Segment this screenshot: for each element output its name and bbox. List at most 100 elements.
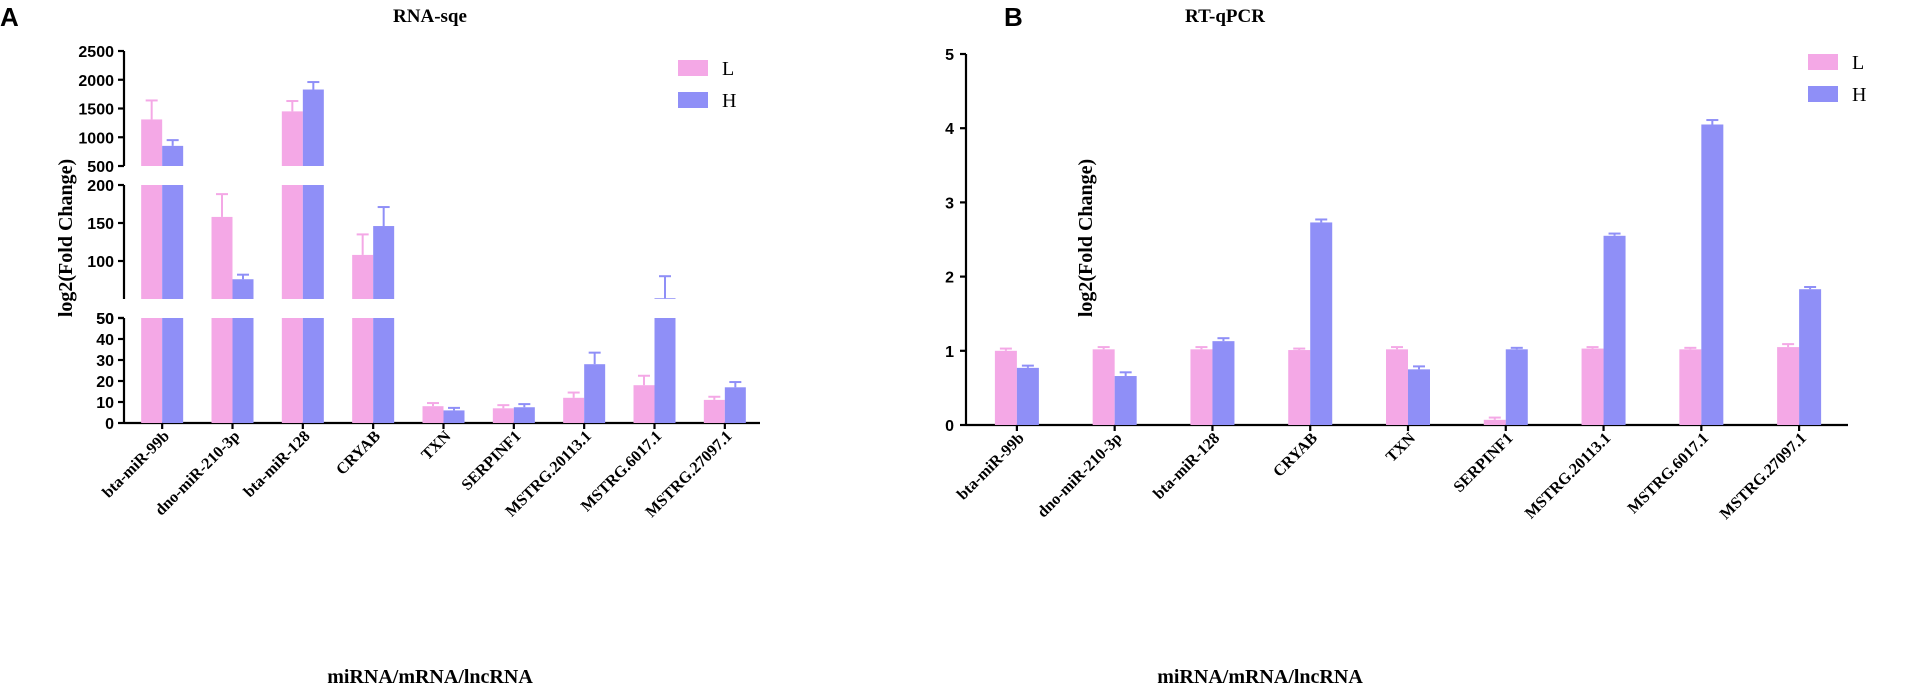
bar-l — [563, 397, 585, 423]
y-tick-label: 1000 — [78, 130, 114, 147]
legend-swatch-h — [1808, 86, 1838, 102]
x-tick-label: bta-miR-99b — [954, 430, 1028, 504]
y-tick-label: 20 — [96, 374, 114, 391]
legend-label: L — [722, 58, 734, 80]
bar-l — [1386, 349, 1408, 425]
x-tick-label: bta-miR-128 — [241, 428, 314, 501]
y-tick-label: 2500 — [78, 44, 114, 61]
legend-swatch-l — [1808, 54, 1838, 70]
x-tick-label: CRYAB — [333, 428, 384, 479]
bar-h — [302, 318, 324, 423]
bar-h — [373, 226, 395, 299]
bar-h — [232, 279, 254, 299]
bar-h — [1701, 124, 1724, 426]
bar-h — [162, 318, 184, 423]
bar-l — [141, 318, 163, 423]
bar-l — [1190, 349, 1213, 425]
bar-h — [162, 145, 184, 166]
legend-label: H — [722, 90, 736, 112]
bar-h — [162, 185, 184, 299]
bar-l — [422, 406, 444, 423]
chart-b-ylabel: log2(Fold Change) — [1075, 159, 1097, 317]
x-tick-label: TXN — [418, 427, 454, 463]
bar-l — [1777, 347, 1800, 425]
bar-l — [211, 318, 233, 423]
bar-l — [141, 119, 163, 166]
chart-a-xlabel: miRNA/mRNA/lncRNA — [327, 666, 533, 688]
bar-h — [654, 318, 676, 423]
bar-l — [633, 385, 655, 423]
bar-h — [1016, 367, 1039, 425]
bar-h — [302, 89, 324, 166]
bar-h — [513, 407, 535, 423]
y-tick-label: 0 — [945, 418, 954, 435]
y-tick-label: 200 — [87, 178, 114, 195]
x-tick-label: SERPINF1 — [1451, 430, 1517, 496]
y-tick-label: 150 — [87, 216, 114, 233]
chart-b-title: RT-qPCR — [1185, 6, 1265, 27]
x-tick-label: SERPINF1 — [459, 428, 525, 494]
bar-l — [1581, 348, 1604, 425]
legend-label: L — [1852, 52, 1864, 74]
legend-label: H — [1852, 84, 1866, 106]
bar-l — [352, 254, 374, 299]
bar-l — [281, 111, 303, 166]
bar-h — [1310, 222, 1333, 425]
y-tick-label: 100 — [87, 254, 114, 271]
bar-h — [232, 318, 254, 423]
legend-swatch-h — [678, 92, 708, 108]
y-tick-label: 1 — [945, 344, 954, 361]
y-tick-label: 5 — [945, 47, 954, 64]
chart-a-title: RNA-sqe — [393, 6, 467, 27]
x-tick-label: CRYAB — [1270, 430, 1321, 481]
y-tick-label: 500 — [87, 159, 114, 176]
bar-l — [1092, 349, 1115, 425]
y-tick-label: 2000 — [78, 73, 114, 90]
bar-l — [703, 399, 725, 423]
x-tick-label: bta-miR-128 — [1150, 430, 1223, 503]
bar-h — [654, 298, 676, 299]
bar-l — [1288, 350, 1311, 425]
bar-l — [1679, 349, 1702, 425]
x-tick-label: dno-miR-210-3p — [1034, 430, 1125, 521]
bar-h — [373, 318, 395, 423]
chart-a-ylabel: log2(Fold Change) — [55, 159, 77, 317]
y-tick-label: 50 — [96, 311, 114, 328]
y-tick-label: 2 — [945, 270, 954, 287]
bar-l — [141, 185, 163, 299]
bar-l — [211, 216, 233, 299]
bar-h — [1505, 349, 1528, 425]
chart-a: 0102030405050100150200500100015002000250… — [78, 44, 760, 521]
x-tick-label: MSTRG.27097.1 — [1717, 430, 1810, 523]
legend-swatch-l — [678, 60, 708, 76]
bar-l — [281, 318, 303, 423]
bar-h — [1799, 289, 1822, 425]
y-tick-label: 50 — [96, 311, 114, 328]
bar-l — [492, 408, 514, 423]
bar-h — [584, 364, 606, 423]
x-tick-label: bta-miR-99b — [99, 428, 173, 502]
bar-h — [1603, 235, 1626, 425]
chart-b-xlabel: miRNA/mRNA/lncRNA — [1157, 666, 1363, 688]
bar-h — [1212, 341, 1235, 425]
y-tick-label: 1500 — [78, 102, 114, 119]
bar-l — [352, 318, 374, 423]
bar-l — [281, 185, 303, 299]
bar-l — [994, 350, 1017, 425]
y-tick-label: 30 — [96, 353, 114, 370]
bar-h — [443, 410, 465, 423]
panel-letter-b: B — [1004, 2, 1023, 32]
panel-letter-a: A — [0, 2, 19, 32]
bar-l — [1483, 419, 1506, 425]
y-tick-label: 3 — [945, 195, 954, 212]
y-tick-label: 40 — [96, 332, 114, 349]
y-tick-label: 0 — [105, 416, 114, 433]
bar-h — [1408, 369, 1430, 425]
bar-h — [302, 185, 324, 299]
bar-h — [724, 387, 746, 423]
bar-h — [1114, 376, 1137, 425]
y-tick-label: 10 — [96, 395, 114, 412]
x-tick-label: MSTRG.20113.1 — [1522, 430, 1614, 522]
x-tick-label: TXN — [1383, 429, 1419, 465]
